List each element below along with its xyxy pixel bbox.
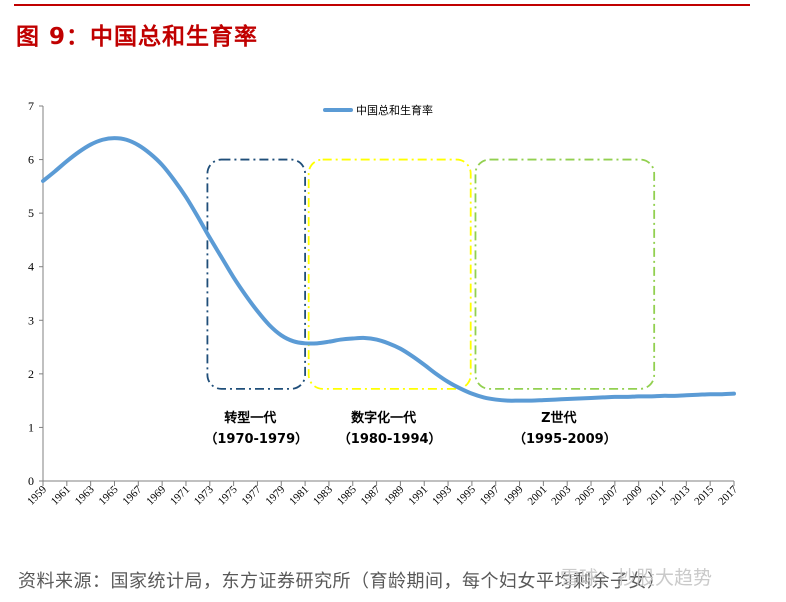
annotation-range-3: （1995-2009） bbox=[513, 431, 617, 447]
x-tick-label: 1969 bbox=[144, 483, 168, 507]
x-tick-label: 1963 bbox=[73, 483, 97, 507]
x-tick-label: 1989 bbox=[382, 483, 406, 507]
x-tick-label: 2011 bbox=[645, 484, 669, 508]
series-line-1 bbox=[41, 136, 736, 403]
x-tick-label: 1973 bbox=[192, 483, 216, 507]
x-tick-label: 2007 bbox=[597, 483, 621, 507]
title-rule bbox=[14, 4, 750, 6]
annotation-label-2: 数字化一代 bbox=[351, 410, 416, 426]
x-tick-label: 1991 bbox=[406, 484, 430, 508]
x-tick-label: 1977 bbox=[240, 483, 264, 507]
x-tick-label: 1999 bbox=[502, 483, 526, 507]
x-tick-label: 1995 bbox=[454, 483, 478, 507]
annotation-box-3 bbox=[474, 158, 656, 390]
x-tick-label: 1975 bbox=[216, 483, 240, 507]
y-tick-label: 4 bbox=[28, 260, 34, 274]
x-tick-label: 2001 bbox=[525, 484, 549, 508]
y-tick-label: 3 bbox=[28, 313, 34, 327]
x-tick-label: 2015 bbox=[692, 483, 716, 507]
annotation-range-2: （1980-1994） bbox=[338, 431, 442, 447]
y-tick-label: 6 bbox=[28, 153, 34, 167]
source-note: 资料来源：国家统计局，东方证券研究所（育龄期间，每个妇女平均剩余子女） bbox=[18, 571, 666, 592]
annotation-label-3: Z世代 bbox=[541, 410, 576, 426]
y-tick-label: 0 bbox=[28, 474, 34, 488]
y-tick-label: 5 bbox=[28, 206, 34, 220]
x-tick-label: 2003 bbox=[549, 483, 573, 507]
x-tick-label: 1987 bbox=[359, 483, 383, 507]
annotation-label-1: 转型一代 bbox=[224, 410, 276, 426]
annotation-box-2 bbox=[307, 158, 472, 390]
watermark: 雪球：抄股大趋势 bbox=[560, 567, 713, 589]
x-tick-label: 1971 bbox=[168, 484, 192, 508]
annotation-box-1 bbox=[206, 158, 307, 390]
x-tick-label: 1979 bbox=[263, 483, 287, 507]
x-tick-label: 1981 bbox=[287, 484, 311, 508]
x-tick-label: 2017 bbox=[716, 483, 740, 507]
y-tick-label: 1 bbox=[28, 420, 34, 434]
x-tick-label: 1993 bbox=[430, 483, 454, 507]
x-tick-label: 1961 bbox=[49, 484, 73, 508]
x-tick-label: 2013 bbox=[668, 483, 692, 507]
annotation-range-1: （1970-1979） bbox=[204, 431, 308, 447]
x-tick-label: 1997 bbox=[478, 483, 502, 507]
x-tick-label: 1983 bbox=[311, 483, 335, 507]
x-tick-label: 1965 bbox=[97, 483, 121, 507]
x-tick-label: 2005 bbox=[573, 483, 597, 507]
y-tick-label: 2 bbox=[28, 367, 34, 381]
x-tick-label: 1985 bbox=[335, 483, 359, 507]
x-tick-label: 2009 bbox=[621, 483, 645, 507]
y-tick-label: 7 bbox=[28, 99, 34, 113]
legend-label: 中国总和生育率 bbox=[356, 103, 433, 117]
figure-title: 图 9：中国总和生育率 bbox=[16, 24, 259, 50]
x-tick-label: 1967 bbox=[120, 483, 144, 507]
